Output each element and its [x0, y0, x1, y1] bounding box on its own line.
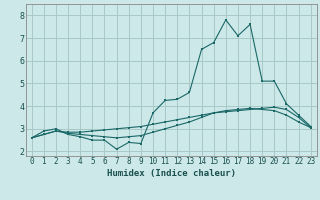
X-axis label: Humidex (Indice chaleur): Humidex (Indice chaleur): [107, 169, 236, 178]
